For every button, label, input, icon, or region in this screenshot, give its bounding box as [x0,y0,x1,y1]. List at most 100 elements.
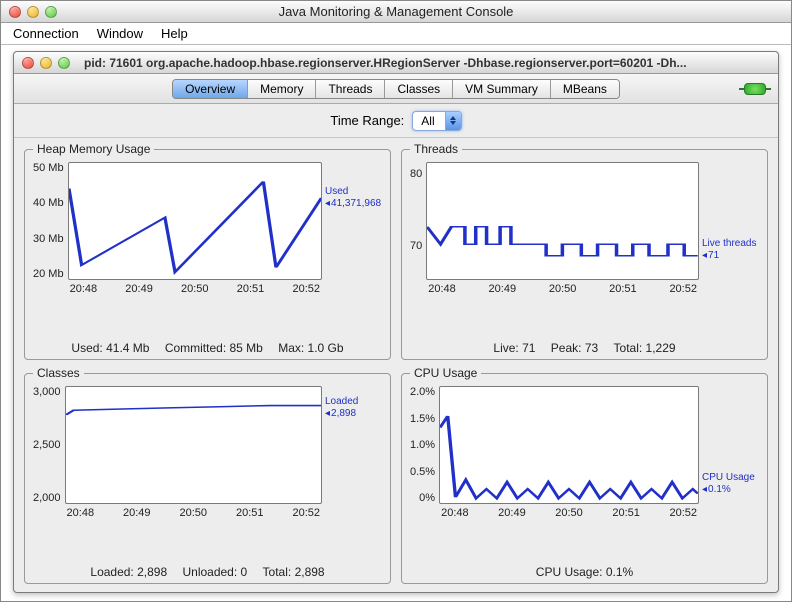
x-tick: 20:50 [181,283,209,295]
panel-classes: Classes 3,000 2,500 2,000 [24,366,391,584]
classes-status: Loaded: 2,898 Unloaded: 0 Total: 2,898 [33,561,382,579]
x-tick: 20:52 [669,507,697,519]
menu-connection[interactable]: Connection [13,26,79,41]
tab-threads[interactable]: Threads [316,80,385,98]
status-max: Max: 1.0 Gb [278,341,343,355]
menu-help[interactable]: Help [161,26,188,41]
threads-side-label: Live threads ◂71 [699,162,759,337]
charts-grid: Heap Memory Usage 50 Mb 40 Mb 30 Mb 20 M… [14,138,778,592]
panel-classes-title: Classes [33,366,84,380]
cpu-chart [439,386,699,504]
y-tick: 2.0% [410,386,435,398]
x-tick: 20:51 [236,507,264,519]
panel-heap: Heap Memory Usage 50 Mb 40 Mb 30 Mb 20 M… [24,142,391,360]
y-tick: 3,000 [33,386,61,398]
child-close-icon[interactable] [22,57,34,69]
x-tick: 20:49 [498,507,526,519]
heap-chart [68,162,322,280]
x-tick: 20:51 [609,283,637,295]
classes-line [66,406,321,415]
x-tick: 20:49 [489,283,517,295]
x-tick: 20:52 [292,507,320,519]
x-tick: 20:51 [237,283,265,295]
minimize-icon[interactable] [27,6,39,18]
menubar: Connection Window Help [1,23,791,45]
main-titlebar: Java Monitoring & Management Console [1,1,791,23]
zoom-icon[interactable] [45,6,57,18]
status-unloaded: Unloaded: 0 [182,565,247,579]
cpu-line [440,416,698,498]
time-range-select[interactable]: All [412,111,461,131]
y-tick: 2,500 [33,439,61,451]
child-window-title: pid: 71601 org.apache.hadoop.hbase.regio… [84,56,764,70]
child-zoom-icon[interactable] [58,57,70,69]
threads-line [427,227,698,256]
status-peak: Peak: 73 [551,341,598,355]
y-tick: 0.5% [410,466,435,478]
tab-memory[interactable]: Memory [248,80,316,98]
y-tick: 0% [419,492,435,504]
heap-line [69,182,321,272]
heap-y-axis: 50 Mb 40 Mb 30 Mb 20 Mb [33,162,68,280]
time-range-label: Time Range: [330,113,404,128]
child-traffic-lights [22,57,70,69]
y-tick: 1.5% [410,413,435,425]
traffic-lights [9,6,57,18]
child-window: pid: 71601 org.apache.hadoop.hbase.regio… [13,51,779,593]
select-stepper-icon [445,112,461,130]
side-label-value: 71 [708,250,719,261]
cpu-y-axis: 2.0% 1.5% 1.0% 0.5% 0% [410,386,439,504]
child-minimize-icon[interactable] [40,57,52,69]
side-label-value: 0.1% [708,484,731,495]
close-icon[interactable] [9,6,21,18]
heap-status: Used: 41.4 Mb Committed: 85 Mb Max: 1.0 … [33,337,382,355]
y-tick: 20 Mb [33,268,64,280]
status-used: Used: 41.4 Mb [71,341,149,355]
x-tick: 20:49 [125,283,153,295]
side-label-value: 41,371,968 [331,198,381,209]
panel-cpu: CPU Usage 2.0% 1.5% 1.0% 0.5% 0% [401,366,768,584]
tabs-row: Overview Memory Threads Classes VM Summa… [14,74,778,104]
main-window: Java Monitoring & Management Console Con… [0,0,792,602]
child-titlebar: pid: 71601 org.apache.hadoop.hbase.regio… [14,52,778,74]
tab-overview[interactable]: Overview [173,80,248,98]
side-label-title: CPU Usage [702,472,755,483]
y-tick: 70 [410,240,422,252]
x-tick: 20:50 [549,283,577,295]
classes-chart [65,386,322,504]
y-tick: 1.0% [410,439,435,451]
side-label-title: Used [325,186,348,197]
tab-mbeans[interactable]: MBeans [551,80,619,98]
y-tick: 40 Mb [33,197,64,209]
y-tick: 50 Mb [33,162,64,174]
tab-classes[interactable]: Classes [385,80,453,98]
side-label-value: 2,898 [331,408,356,419]
threads-x-axis: 20:48 20:49 20:50 20:51 20:52 [426,280,699,295]
x-tick: 20:50 [555,507,583,519]
x-tick: 20:52 [669,283,697,295]
heap-x-axis: 20:48 20:49 20:50 20:51 20:52 [68,280,322,295]
cpu-x-axis: 20:48 20:49 20:50 20:51 20:52 [439,504,699,519]
panel-cpu-title: CPU Usage [410,366,481,380]
threads-status: Live: 71 Peak: 73 Total: 1,229 [410,337,759,355]
classes-y-axis: 3,000 2,500 2,000 [33,386,65,504]
threads-y-axis: 80 70 [410,162,426,280]
connection-status-icon[interactable] [744,83,766,95]
tab-vm-summary[interactable]: VM Summary [453,80,551,98]
cpu-side-label: CPU Usage ◂0.1% [699,386,759,561]
side-label-title: Live threads [702,238,756,249]
time-range-row: Time Range: All [14,104,778,138]
heap-side-label: Used ◂41,371,968 [322,162,382,337]
panel-heap-title: Heap Memory Usage [33,142,154,156]
cpu-status: CPU Usage: 0.1% [410,561,759,579]
x-tick: 20:48 [67,507,95,519]
x-tick: 20:48 [428,283,456,295]
x-tick: 20:48 [441,507,469,519]
classes-x-axis: 20:48 20:49 20:50 20:51 20:52 [65,504,322,519]
menu-window[interactable]: Window [97,26,143,41]
y-tick: 80 [410,168,422,180]
panel-threads-title: Threads [410,142,462,156]
status-total: Total: 2,898 [263,565,325,579]
y-tick: 2,000 [33,492,61,504]
status-committed: Committed: 85 Mb [165,341,263,355]
